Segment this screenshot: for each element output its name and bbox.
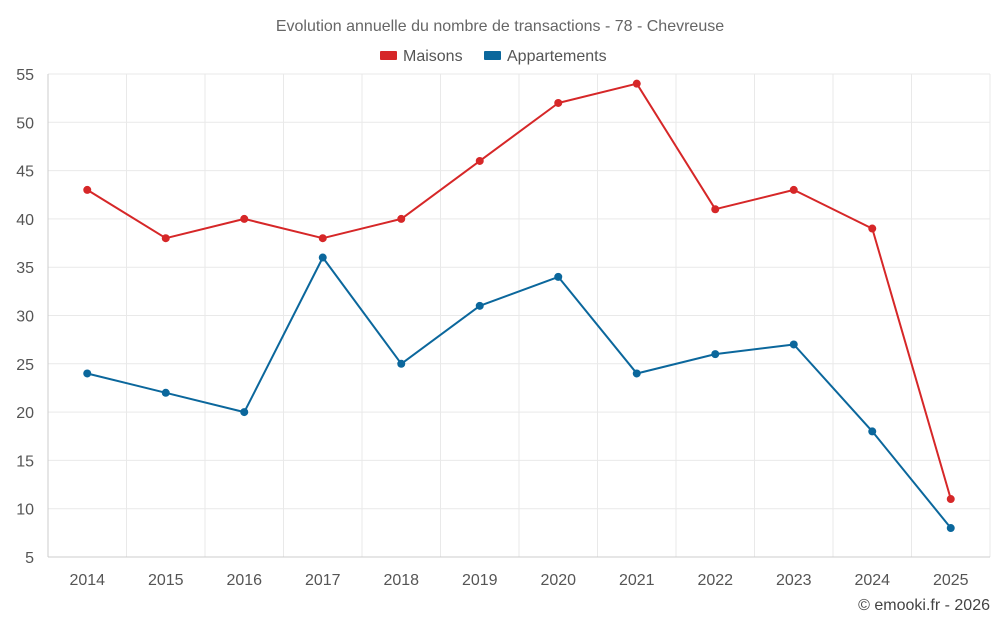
x-tick-label: 2017 (305, 572, 341, 589)
y-tick-label: 5 (25, 550, 34, 567)
y-tick-label: 50 (16, 115, 34, 132)
y-tick-label: 55 (16, 67, 34, 84)
data-point[interactable] (632, 369, 641, 378)
y-tick-label: 40 (16, 212, 34, 229)
y-tick-label: 45 (16, 164, 34, 181)
y-tick-label: 30 (16, 309, 34, 326)
data-point[interactable] (868, 427, 877, 436)
legend-swatch (380, 51, 397, 60)
data-point[interactable] (789, 185, 798, 194)
series-appartements (83, 253, 955, 533)
data-point[interactable] (868, 224, 877, 233)
data-point[interactable] (240, 214, 249, 223)
legend-label: Appartements (507, 48, 607, 65)
x-tick-label: 2022 (697, 572, 733, 589)
data-point[interactable] (161, 234, 170, 243)
legend-swatch (484, 51, 501, 60)
x-tick-label: 2025 (933, 572, 969, 589)
grid (47, 73, 991, 558)
y-tick-label: 10 (16, 502, 34, 519)
y-tick-label: 35 (16, 260, 34, 277)
data-point[interactable] (946, 524, 955, 533)
x-tick-label: 2018 (383, 572, 419, 589)
data-point[interactable] (711, 205, 720, 214)
series-line (87, 256, 952, 529)
y-tick-label: 15 (16, 453, 34, 470)
data-point[interactable] (161, 388, 170, 397)
y-tick-label: 25 (16, 357, 34, 374)
legend-item-appartements[interactable]: Appartements (484, 48, 607, 65)
data-point[interactable] (946, 495, 955, 504)
data-point[interactable] (632, 79, 641, 88)
data-point[interactable] (789, 340, 798, 349)
series-maisons (83, 79, 955, 504)
x-tick-label: 2016 (226, 572, 262, 589)
series (83, 79, 955, 533)
data-point[interactable] (711, 350, 720, 359)
y-axis-ticks: 5 10 15 20 25 30 35 40 45 50 55 (16, 67, 34, 567)
data-point[interactable] (554, 98, 563, 107)
x-tick-label: 2020 (540, 572, 576, 589)
x-tick-label: 2014 (69, 572, 105, 589)
x-tick-label: 2015 (148, 572, 184, 589)
data-point[interactable] (83, 185, 92, 194)
data-point[interactable] (554, 272, 563, 281)
legend: Maisons Appartements (380, 48, 607, 65)
data-point[interactable] (318, 253, 327, 262)
x-tick-label: 2019 (462, 572, 498, 589)
series-line (86, 82, 952, 500)
legend-item-maisons[interactable]: Maisons (380, 48, 463, 65)
data-point[interactable] (318, 234, 327, 243)
chart-title: Evolution annuelle du nombre de transact… (276, 18, 724, 35)
data-point[interactable] (397, 359, 406, 368)
x-tick-label: 2023 (776, 572, 812, 589)
data-point[interactable] (240, 408, 249, 417)
x-tick-label: 2021 (619, 572, 655, 589)
x-tick-label: 2024 (854, 572, 890, 589)
y-tick-label: 20 (16, 405, 34, 422)
credit-text: © emooki.fr - 2026 (858, 597, 990, 614)
data-point[interactable] (475, 301, 484, 310)
legend-label: Maisons (403, 48, 463, 65)
data-point[interactable] (475, 156, 484, 165)
data-point[interactable] (83, 369, 92, 378)
x-axis-ticks: 2014 2015 2016 2017 2018 2019 2020 2021 2022 2023… (69, 572, 968, 589)
data-point[interactable] (397, 214, 406, 223)
